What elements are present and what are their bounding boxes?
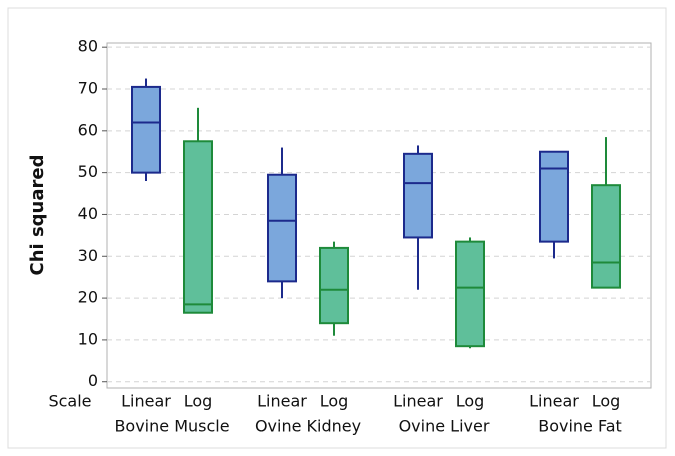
series-label: Log — [184, 392, 213, 411]
category-label: Ovine Liver — [399, 417, 490, 436]
box — [131, 85, 161, 174]
series-label: Log — [456, 392, 485, 411]
box — [455, 240, 485, 348]
series-label: Linear — [257, 392, 307, 411]
y-tick-label: 20 — [78, 288, 98, 307]
series-label: Linear — [393, 392, 443, 411]
y-tick-label: 70 — [78, 79, 98, 98]
y-tick-label: 40 — [78, 204, 98, 223]
y-tick-label: 10 — [78, 329, 98, 348]
y-tick-label: 30 — [78, 246, 98, 265]
box — [539, 150, 569, 243]
category-label: Bovine Fat — [538, 417, 622, 436]
category-label: Ovine Kidney — [255, 417, 361, 436]
category-label: Bovine Muscle — [114, 417, 229, 436]
y-tick-label: 0 — [88, 371, 98, 390]
box — [267, 173, 297, 283]
series-label: Log — [320, 392, 349, 411]
series-label: Linear — [121, 392, 171, 411]
box — [183, 140, 213, 314]
y-tick-label: 50 — [78, 162, 98, 181]
y-tick-label: 60 — [78, 120, 98, 139]
box — [319, 246, 349, 325]
y-tick-label: 80 — [78, 37, 98, 56]
box — [591, 184, 621, 289]
box — [403, 152, 433, 239]
y-axis-label: Chi squared — [27, 155, 48, 276]
series-label: Log — [592, 392, 621, 411]
series-label: Linear — [529, 392, 579, 411]
x-axis-label: Scale — [48, 392, 91, 411]
frame — [7, 7, 667, 449]
